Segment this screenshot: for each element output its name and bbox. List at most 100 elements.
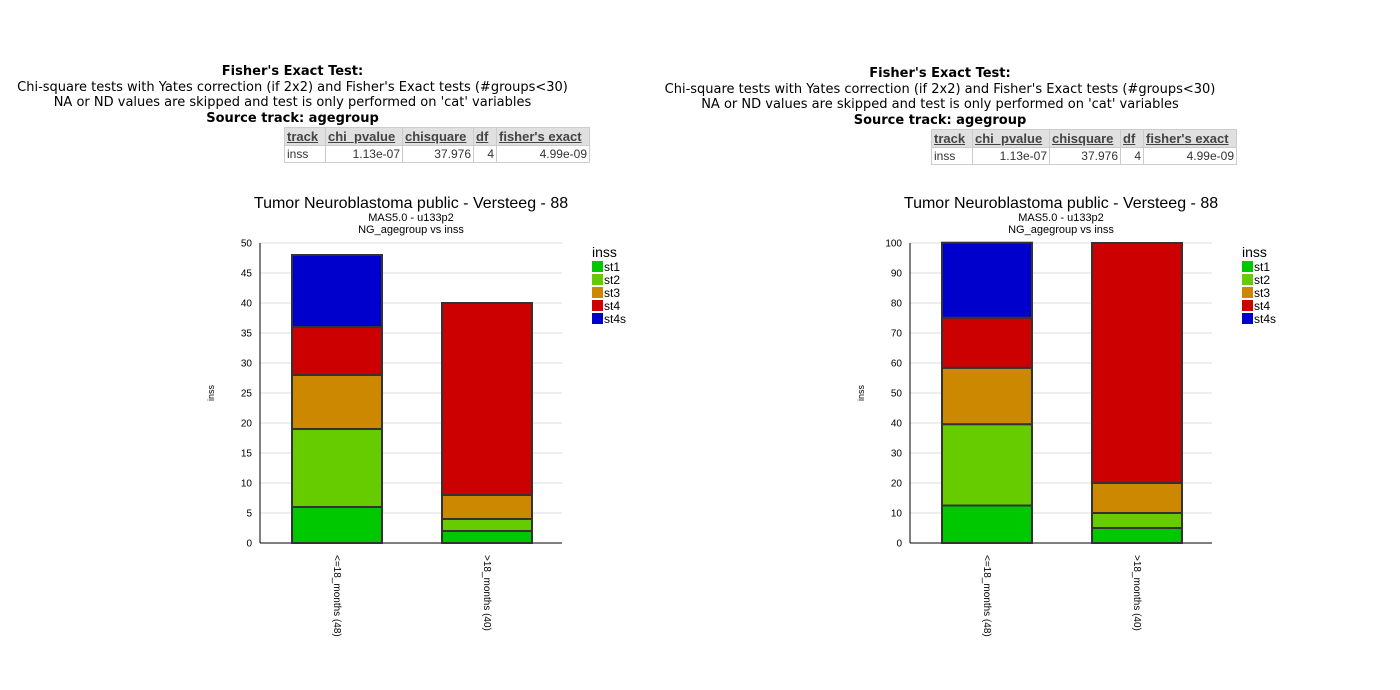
bar-segment-st2 (941, 423, 1033, 507)
chart-title: Tumor Neuroblastoma public - Versteeg - … (904, 195, 1218, 212)
stacked-bar-chart-percent: Tumor Neuroblastoma public - Versteeg - … (856, 195, 1276, 637)
bar-segment-st1 (941, 504, 1033, 544)
legend-swatch-st4 (1242, 300, 1253, 311)
column-header-chisquare[interactable]: chisquare (402, 127, 474, 146)
y-tick-label: 25 (241, 389, 253, 400)
legend-label-st2: st2 (604, 273, 620, 287)
fisher-table: track chi_pvalue chisquare df fisher's e… (284, 127, 590, 163)
bar-segment-st3 (1091, 482, 1183, 514)
y-tick-label: 10 (241, 479, 253, 490)
x-tick-label: >18_months (40) (1131, 555, 1142, 631)
stacked-bar-chart-counts: Tumor Neuroblastoma public - Versteeg - … (206, 195, 626, 637)
bar-segment-st4 (441, 302, 533, 496)
cell-df: 4 (473, 145, 497, 163)
legend-swatch-st4 (592, 300, 603, 311)
bar-segment-st1 (291, 506, 383, 544)
bar-segment-st2 (441, 518, 533, 532)
bar-segment-st3 (441, 494, 533, 520)
fisher-table: track chi_pvalue chisquare df fisher's e… (931, 129, 1237, 165)
stats-note: NA or ND values are skipped and test is … (53, 95, 532, 110)
column-header-track[interactable]: track (931, 129, 973, 148)
y-tick-label: 45 (241, 269, 253, 280)
bar-segment-st1 (1091, 527, 1183, 544)
cell-track: inss (284, 145, 326, 163)
legend-label-st3: st3 (1254, 286, 1270, 300)
cell-track: inss (931, 147, 973, 165)
column-header-track[interactable]: track (284, 127, 326, 146)
bar-segment-st4 (1091, 242, 1183, 484)
cell-chi-pvalue: 1.13e-07 (972, 147, 1050, 165)
column-header-chi-pvalue[interactable]: chi_pvalue (325, 127, 403, 146)
column-header-fishers-exact[interactable]: fisher's exact (496, 127, 590, 146)
stats-title: Fisher's Exact Test: (869, 66, 1011, 81)
column-header-chi-pvalue[interactable]: chi_pvalue (972, 129, 1050, 148)
cell-fishers-exact: 4.99e-09 (496, 145, 590, 163)
y-tick-label: 20 (891, 479, 903, 490)
x-tick-label: >18_months (40) (481, 555, 492, 631)
chart-subtitle: MAS5.0 - u133p2 (1018, 212, 1104, 224)
legend-title: inss (592, 244, 617, 260)
bar-segment-st4s (291, 254, 383, 328)
legend-label-st3: st3 (604, 286, 620, 300)
legend-title: inss (1242, 244, 1267, 260)
y-tick-label: 10 (891, 509, 903, 520)
legend-label-st4: st4 (604, 299, 620, 313)
legend-label-st4s: st4s (604, 312, 626, 326)
legend-swatch-st1 (1242, 261, 1253, 272)
stats-source-track: Source track: agegroup (206, 110, 379, 126)
stats-block: Fisher's Exact Test: Chi-square tests wi… (0, 64, 585, 126)
legend-swatch-st2 (1242, 274, 1253, 285)
column-header-df[interactable]: df (1120, 129, 1144, 148)
cell-chisquare: 37.976 (1049, 147, 1121, 165)
column-header-df[interactable]: df (473, 127, 497, 146)
y-tick-label: 40 (891, 419, 903, 430)
table-header-row: track chi_pvalue chisquare df fisher's e… (284, 127, 590, 146)
y-tick-label: 50 (891, 389, 903, 400)
y-tick-label: 60 (891, 359, 903, 370)
cell-chisquare: 37.976 (402, 145, 474, 163)
stats-description: Chi-square tests with Yates correction (… (664, 81, 1216, 97)
stats-block: Fisher's Exact Test: Chi-square tests wi… (650, 66, 1230, 128)
stats-description: Chi-square tests with Yates correction (… (17, 79, 568, 95)
y-tick-label: 40 (241, 299, 253, 310)
y-tick-label: 20 (241, 419, 253, 430)
legend-label-st4s: st4s (1254, 312, 1276, 326)
legend-label-st1: st1 (604, 260, 620, 274)
y-tick-label: 5 (246, 509, 252, 520)
legend-swatch-st3 (1242, 287, 1253, 298)
legend-label-st1: st1 (1254, 260, 1270, 274)
x-tick-label: <=18_months (48) (331, 555, 342, 637)
right-panel: Fisher's Exact Test: Chi-square tests wi… (650, 0, 1350, 690)
stats-source-track: Source track: agegroup (853, 112, 1027, 128)
stats-note: NA or ND values are skipped and test is … (701, 97, 1179, 112)
legend-swatch-st4s (592, 313, 603, 324)
legend-label-st4: st4 (1254, 299, 1270, 313)
chart-title: Tumor Neuroblastoma public - Versteeg - … (254, 195, 568, 212)
bar-segment-st2 (291, 428, 383, 508)
bar-segment-st1 (441, 530, 533, 544)
y-tick-label: 0 (896, 539, 902, 550)
bar-segment-st4 (291, 326, 383, 376)
legend-swatch-st3 (592, 287, 603, 298)
x-tick-label: <=18_months (48) (981, 555, 992, 637)
y-tick-label: 70 (891, 329, 903, 340)
stats-title: Fisher's Exact Test: (221, 64, 364, 79)
y-tick-label: 15 (241, 449, 253, 460)
y-tick-label: 30 (241, 359, 253, 370)
left-panel: Fisher's Exact Test: Chi-square tests wi… (0, 64, 626, 637)
legend-swatch-st2 (592, 274, 603, 285)
table-header-row: track chi_pvalue chisquare df fisher's e… (931, 129, 1237, 148)
y-tick-label: 0 (246, 539, 252, 550)
table-row: inss 1.13e-07 37.976 4 4.99e-09 (931, 147, 1237, 165)
column-header-fishers-exact[interactable]: fisher's exact (1143, 129, 1237, 148)
y-tick-label: 50 (241, 239, 253, 250)
legend-swatch-st4s (1242, 313, 1253, 324)
bar-segment-st3 (941, 366, 1033, 426)
y-axis-label: inss (856, 385, 866, 402)
chart-subtitle: NG_agegroup vs inss (1008, 224, 1114, 236)
cell-fishers-exact: 4.99e-09 (1143, 147, 1237, 165)
y-tick-label: 100 (885, 239, 902, 250)
column-header-chisquare[interactable]: chisquare (1049, 129, 1121, 148)
y-tick-label: 35 (241, 329, 253, 340)
cell-df: 4 (1120, 147, 1144, 165)
